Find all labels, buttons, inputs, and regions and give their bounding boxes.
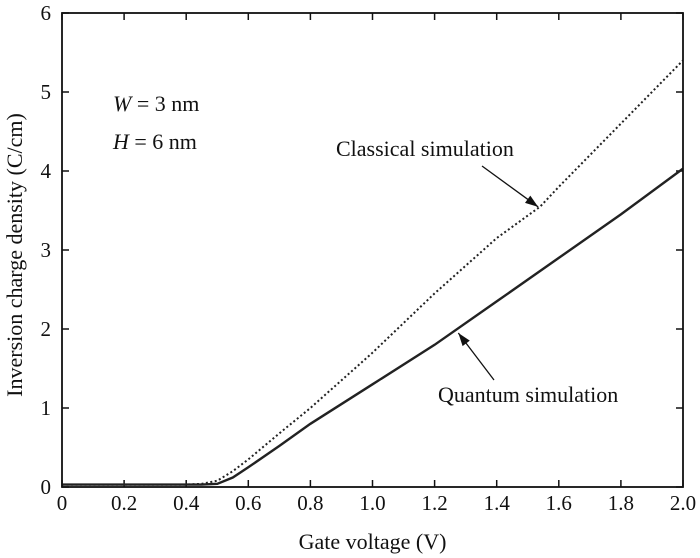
x-tick-label: 0.6 — [235, 491, 261, 515]
x-tick-label: 0.8 — [297, 491, 323, 515]
y-axis-label: Inversion charge density (C/cm) — [2, 113, 27, 397]
param-width: W = 3 nm — [113, 91, 199, 116]
x-tick-label: 1.0 — [359, 491, 385, 515]
x-tick-label: 2.0 — [670, 491, 696, 515]
x-tick-label: 1.2 — [421, 491, 447, 515]
x-tick-label: 0.4 — [173, 491, 200, 515]
x-axis-label: Gate voltage (V) — [299, 529, 447, 554]
y-tick-label: 5 — [41, 80, 52, 104]
classical-series-label: Classical simulation — [336, 136, 514, 161]
x-tick-label: 0.2 — [111, 491, 137, 515]
series-layer — [62, 59, 684, 486]
param-height-symbol: H — [112, 129, 130, 154]
quantum-arrow-head — [458, 333, 470, 347]
x-tick-label: 1.4 — [484, 491, 511, 515]
x-tick-label: 1.8 — [608, 491, 634, 515]
quantum-series-label: Quantum simulation — [438, 382, 618, 407]
param-height: H = 6 nm — [112, 129, 197, 154]
annotations-layer — [457, 165, 539, 381]
classical-arrow-head — [525, 195, 539, 207]
param-width-symbol: W — [113, 91, 133, 116]
y-tick-label: 6 — [41, 1, 52, 25]
param-width-value: = 3 nm — [131, 91, 199, 116]
y-tick-label: 1 — [41, 396, 52, 420]
axis-ticks: 0 0.2 0.4 0.6 0.8 1.0 1.2 1.4 1.6 1.8 2.0 0 1 2 3 4 5 6 — [41, 1, 697, 515]
x-tick-label: 0 — [57, 491, 68, 515]
y-tick-label: 0 — [41, 475, 52, 499]
quantum-series-line — [62, 167, 684, 486]
x-tick-label: 1.6 — [546, 491, 572, 515]
y-tick-label: 4 — [41, 159, 52, 183]
classical-series-line — [62, 59, 684, 486]
y-tick-label: 2 — [41, 317, 52, 341]
param-height-value: = 6 nm — [129, 129, 197, 154]
plot-frame — [61, 12, 684, 488]
y-tick-label: 3 — [41, 238, 52, 262]
